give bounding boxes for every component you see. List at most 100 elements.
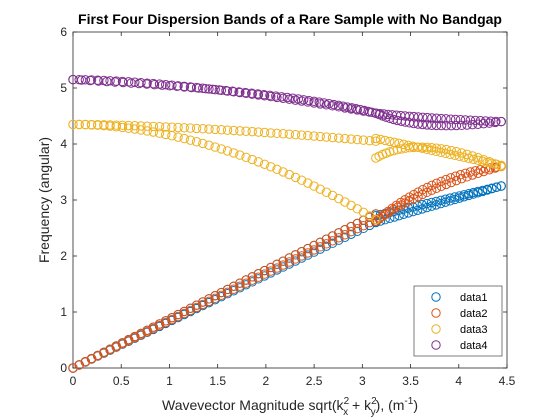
data-point — [142, 326, 152, 337]
data-point — [241, 275, 251, 285]
data-point — [149, 79, 160, 90]
legend-marker — [431, 308, 441, 318]
data-point — [431, 113, 442, 123]
data-point — [253, 157, 264, 167]
data-point — [371, 133, 381, 144]
x-tick-label: 3 — [359, 374, 366, 388]
data-point — [418, 185, 428, 195]
y-tick-label: 6 — [60, 25, 67, 39]
data-point — [164, 81, 175, 91]
data-point — [412, 205, 423, 215]
data-point — [338, 101, 348, 111]
data-point — [204, 84, 214, 94]
data-point — [142, 126, 152, 136]
x-axis-title-sup1: 2 — [344, 396, 350, 407]
data-point — [123, 123, 134, 133]
data-point — [303, 248, 313, 258]
data-point — [235, 126, 245, 136]
data-point — [266, 266, 276, 276]
data-point — [358, 220, 369, 231]
data-point — [266, 128, 276, 138]
data-point — [413, 187, 423, 197]
data-point — [455, 170, 466, 180]
data-point — [340, 225, 350, 235]
data-point — [309, 245, 319, 255]
data-point — [446, 177, 456, 188]
data-point — [80, 75, 91, 85]
data-point — [284, 257, 295, 267]
data-point — [327, 132, 338, 143]
data-point — [173, 122, 183, 133]
data-point — [111, 76, 121, 86]
y-axis-title: Frequency (angular) — [36, 137, 52, 263]
x-tick-label: 4.5 — [499, 374, 516, 388]
data-point — [417, 119, 428, 130]
data-point — [333, 100, 344, 111]
x-axis-ticks: 0 0.5 1 1.5 2 2.5 3 3.5 4 4.5 — [70, 32, 516, 388]
data-point — [290, 250, 301, 260]
data-point — [228, 125, 239, 136]
data-point — [272, 92, 282, 103]
data-point — [422, 202, 432, 213]
data-point — [191, 302, 202, 313]
data-point — [290, 172, 301, 183]
data-point — [266, 162, 276, 172]
data-point — [186, 82, 197, 93]
data-point — [154, 121, 165, 132]
data-point — [403, 140, 414, 151]
data-point — [352, 218, 362, 229]
data-point — [329, 99, 339, 110]
data-point — [450, 150, 460, 161]
legend-label: data1 — [460, 292, 488, 304]
data-point — [210, 142, 220, 152]
data-point — [293, 94, 303, 104]
data-point — [284, 129, 295, 139]
data-point — [389, 137, 400, 148]
data-point — [161, 122, 171, 132]
legend-label: data4 — [460, 340, 488, 352]
data-point — [210, 293, 220, 304]
data-point — [303, 130, 313, 141]
data-point — [340, 230, 350, 240]
data-point — [221, 85, 231, 96]
data-point — [130, 77, 140, 87]
data-point — [68, 363, 78, 373]
data-point — [346, 221, 356, 232]
data-point — [276, 92, 287, 102]
y-axis-ticks: 0 1 2 3 4 5 6 — [60, 25, 507, 375]
data-point — [123, 120, 134, 131]
data-point — [210, 291, 220, 301]
data-point — [404, 196, 415, 206]
data-point — [409, 189, 419, 200]
legend-label: data3 — [460, 324, 488, 336]
data-point — [179, 123, 189, 133]
data-point — [427, 120, 437, 130]
data-point — [487, 158, 497, 168]
data-point — [441, 174, 451, 185]
data-point — [380, 135, 390, 146]
data-point — [422, 112, 432, 123]
data-point — [272, 259, 282, 269]
data-point — [241, 278, 251, 288]
data-point — [154, 128, 165, 138]
data-point — [321, 234, 332, 244]
legend: data1 data2 data3 data4 — [413, 285, 503, 357]
data-point — [491, 182, 502, 192]
data-point — [117, 120, 128, 131]
data-point — [352, 223, 362, 234]
data-point — [74, 119, 84, 130]
data-point — [148, 323, 159, 334]
data-point — [173, 311, 183, 322]
chart-title: First Four Dispersion Bands of a Rare Sa… — [78, 11, 502, 27]
data-point — [309, 181, 319, 191]
x-tick-label: 0.5 — [113, 374, 130, 388]
data-point — [278, 167, 288, 177]
data-point — [426, 145, 437, 156]
data-point — [465, 167, 476, 177]
data-point — [440, 194, 451, 204]
data-point — [136, 77, 146, 88]
x-tick-label: 0 — [70, 374, 77, 388]
data-point — [167, 122, 177, 132]
data-point — [259, 159, 270, 169]
data-point — [136, 121, 146, 131]
